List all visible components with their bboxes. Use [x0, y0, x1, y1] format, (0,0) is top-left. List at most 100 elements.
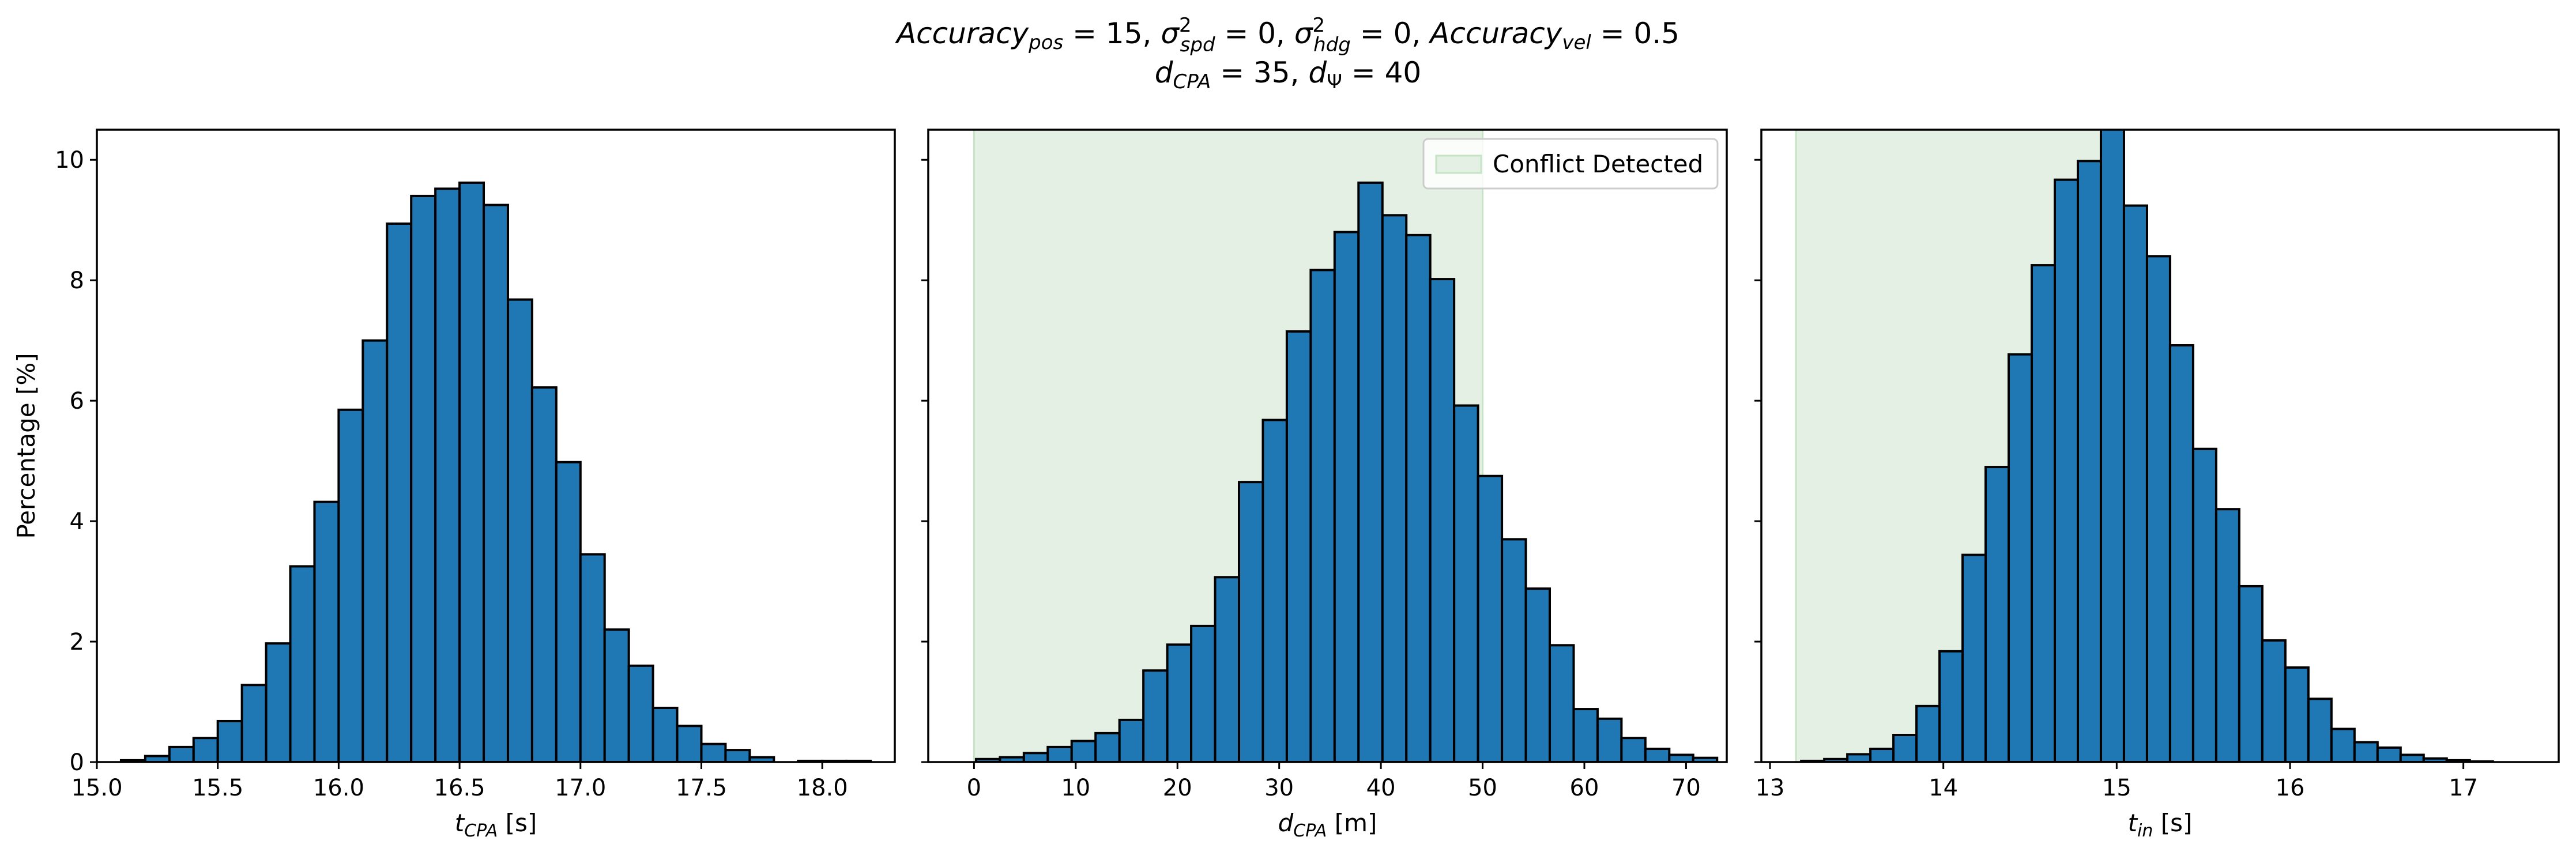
axes-frame [927, 129, 1728, 763]
histogram-bar [1915, 704, 1941, 762]
histogram-bar [2145, 255, 2171, 762]
histogram-bar [2122, 204, 2148, 762]
histogram-bar [2330, 727, 2356, 762]
y-tick-label: 2 [70, 629, 84, 655]
histogram-bar [2076, 160, 2102, 762]
y-tick-label: 0 [70, 749, 84, 776]
histogram-bar [1620, 737, 1647, 762]
histogram-bar [1429, 278, 1456, 762]
panel-d-cpa: 0 10 20 30 40 50 60 70 dCPA [m] Conflict Detected [921, 129, 1728, 841]
histogram-bar [1238, 481, 1264, 762]
histogram-bar [2168, 344, 2194, 762]
x-tick-label: 15.0 [71, 775, 122, 801]
y-tick-label: 8 [70, 267, 84, 294]
x-tick-label: 13 [1756, 775, 1785, 801]
plot-area [119, 181, 872, 762]
legend-box [1422, 138, 1719, 190]
histogram-bar [2353, 741, 2379, 762]
histogram-bar [361, 339, 389, 762]
x-tick-label: 15 [2102, 775, 2131, 801]
y-tick-label: 4 [70, 508, 84, 535]
histogram-bar [1285, 330, 1312, 762]
x-tick-label: 10 [1061, 775, 1090, 801]
histogram-bar [1070, 740, 1097, 762]
histogram-bar [2376, 746, 2402, 762]
histogram-bar [1166, 643, 1193, 762]
histogram-bar [2307, 698, 2333, 762]
histogram-bar [1309, 269, 1336, 762]
histogram-bar [700, 742, 727, 762]
histogram-bar [2191, 447, 2217, 762]
x-tick-label: 70 [1671, 775, 1701, 801]
histogram-bar [1501, 538, 1527, 762]
histogram-bar [216, 719, 243, 762]
histogram-bar [2054, 178, 2079, 762]
histogram-bar [1668, 753, 1694, 762]
histogram-bar [1846, 753, 1872, 762]
figure-title-line-1: Accuracypos = 15, σ2 spd = 0, σ2 hdg = 0, … [895, 14, 1679, 56]
histogram-bar [313, 500, 340, 762]
histogram-bar [458, 181, 485, 762]
histogram-bar [555, 461, 582, 762]
histogram-bar [1596, 717, 1623, 762]
figure-title-line-2: dCPA = 35, dΨ = 40 [1155, 56, 1421, 93]
x-tick-label: 17.5 [676, 775, 727, 801]
x-tick-label: 16 [2276, 775, 2305, 801]
x-tick-label: 16.5 [434, 775, 485, 801]
histogram-bar [168, 745, 195, 762]
histogram-bar [579, 553, 606, 762]
histogram-bar [289, 565, 316, 762]
histogram-bar [1357, 181, 1384, 762]
x-tick-label: 17 [2449, 775, 2478, 801]
x-tick-label: 17.0 [555, 775, 606, 801]
histogram-bar [1142, 669, 1169, 762]
x-tick-label: 30 [1264, 775, 1294, 801]
histogram-bar [1046, 745, 1073, 762]
histogram-bar [676, 725, 703, 762]
x-tick-label: 40 [1366, 775, 1396, 801]
x-tick-label: 18.0 [797, 775, 848, 801]
x-tick-label: 20 [1163, 775, 1192, 801]
x-tick-label: 0 [967, 775, 981, 801]
plot-area [1795, 130, 2494, 762]
histogram-bar [2215, 508, 2240, 762]
histogram-bar [192, 737, 219, 762]
histogram-bar [2099, 130, 2125, 762]
histogram-bar [410, 194, 437, 762]
histogram-bar [1453, 404, 1479, 762]
x-tick-label: 60 [1570, 775, 1599, 801]
histogram-bar [1549, 644, 1575, 762]
histogram-bar [724, 749, 751, 762]
histogram-bar [2238, 585, 2264, 762]
histogram-bar [1869, 748, 1895, 762]
histogram-bar [603, 628, 630, 762]
histogram-bar [386, 222, 413, 762]
histogram-bar [2031, 264, 2057, 762]
histogram-bar [483, 203, 509, 762]
histogram-bar [1984, 466, 2010, 762]
y-tick-label: 10 [55, 147, 84, 174]
histogram-bar [2008, 353, 2033, 762]
histogram-bar [2284, 666, 2310, 762]
y-axis-label: Percentage [%] [12, 353, 40, 538]
x-axis-label: dCPA [m] [1278, 809, 1377, 841]
histogram-bar [1938, 650, 1964, 762]
histogram-bar [1118, 718, 1145, 762]
plot-area [973, 130, 1719, 762]
histogram-bar [1961, 553, 1987, 762]
x-tick-label: 15.5 [192, 775, 243, 801]
axes-frame [1760, 129, 2560, 763]
histogram-bar [1405, 233, 1432, 762]
histogram-bar [1892, 733, 1918, 762]
histogram-bar [530, 386, 558, 762]
histogram-bar [1644, 748, 1671, 762]
histogram-bar [651, 706, 679, 762]
legend-label: Conflict Detected [1493, 150, 1703, 178]
x-axis-label: tin [s] [2128, 809, 2193, 841]
legend: Conflict Detected [1422, 138, 1719, 190]
x-axis-label: tCPA [s] [455, 809, 537, 841]
histogram-bar [1094, 732, 1121, 762]
histogram-bar [240, 684, 268, 762]
panel-t-cpa: 15.0 15.5 16.0 16.5 17.0 17.5 18.0 0 2 4 6 8 10 tCPA … [12, 129, 896, 841]
